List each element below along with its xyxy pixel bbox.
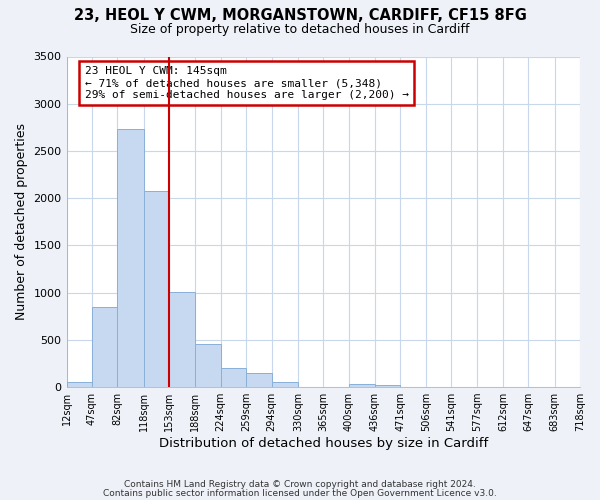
X-axis label: Distribution of detached houses by size in Cardiff: Distribution of detached houses by size … <box>158 437 488 450</box>
Bar <box>246 374 272 387</box>
Bar <box>67 382 92 387</box>
Bar <box>143 190 169 387</box>
Bar <box>169 292 194 387</box>
Text: Size of property relative to detached houses in Cardiff: Size of property relative to detached ho… <box>130 22 470 36</box>
Bar <box>118 129 143 387</box>
Y-axis label: Number of detached properties: Number of detached properties <box>15 124 28 320</box>
Text: 23 HEOL Y CWM: 145sqm
← 71% of detached houses are smaller (5,348)
29% of semi-d: 23 HEOL Y CWM: 145sqm ← 71% of detached … <box>85 66 409 100</box>
Text: 23, HEOL Y CWM, MORGANSTOWN, CARDIFF, CF15 8FG: 23, HEOL Y CWM, MORGANSTOWN, CARDIFF, CF… <box>74 8 526 22</box>
Bar <box>375 385 400 387</box>
Text: Contains HM Land Registry data © Crown copyright and database right 2024.: Contains HM Land Registry data © Crown c… <box>124 480 476 489</box>
Bar <box>349 384 375 387</box>
Bar <box>194 344 221 387</box>
Bar <box>272 382 298 387</box>
Text: Contains public sector information licensed under the Open Government Licence v3: Contains public sector information licen… <box>103 488 497 498</box>
Bar <box>221 368 246 387</box>
Bar <box>92 307 118 387</box>
